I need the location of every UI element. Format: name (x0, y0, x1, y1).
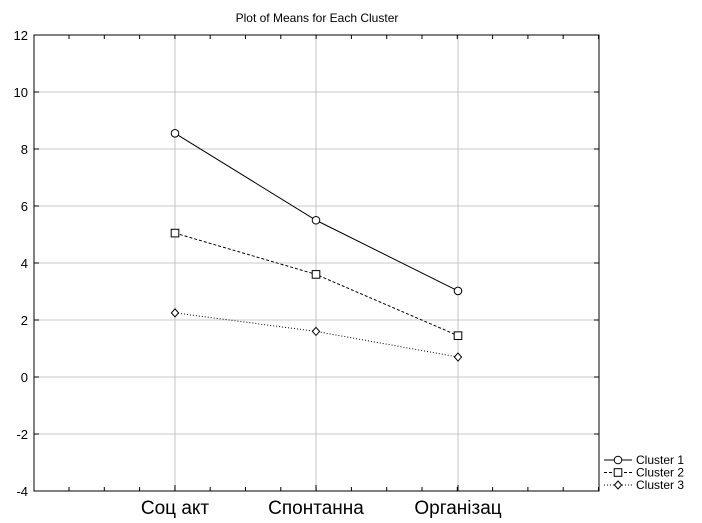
data-point (311, 215, 321, 225)
data-point (453, 352, 463, 362)
legend-marker (613, 455, 623, 465)
x-tick-label: Соц акт (141, 498, 210, 519)
data-point (170, 228, 180, 238)
y-tick-label: 0 (21, 370, 28, 385)
y-tick-label: 4 (21, 256, 28, 271)
y-tick-label: 10 (14, 85, 28, 100)
y-tick-label: -2 (16, 427, 28, 442)
series-3 (170, 308, 463, 362)
legend-label: Cluster 1 (636, 453, 684, 467)
legend-label: Cluster 3 (636, 478, 684, 492)
legend-marker (613, 468, 623, 477)
data-point (453, 331, 463, 340)
data-point (170, 129, 180, 138)
chart-title: Plot of Means for Each Cluster (236, 11, 399, 25)
grid (34, 35, 599, 491)
axes: -4 -2 0 2 4 6 8 10 12 Соц акт Спонтанна Організац (14, 28, 599, 519)
y-tick-label: -4 (16, 484, 28, 499)
legend-item-3: Cluster 3 (604, 478, 684, 492)
legend-item-2: Cluster 2 (604, 466, 684, 480)
y-tick-label: 6 (21, 199, 28, 214)
series-2 (170, 228, 463, 340)
series (170, 129, 463, 362)
y-tick-label: 8 (21, 142, 28, 157)
legend-label: Cluster 2 (636, 466, 684, 480)
data-point (453, 286, 463, 296)
x-tick-label: Організац (414, 498, 501, 519)
y-tick-label: 12 (14, 28, 28, 43)
data-point (311, 326, 321, 337)
legend-marker (613, 480, 623, 490)
series-line (174, 132, 459, 292)
data-point (170, 308, 180, 318)
y-tick-label: 2 (21, 313, 28, 328)
data-point (311, 270, 321, 279)
x-tick-label: Спонтанна (268, 498, 364, 519)
legend-item-1: Cluster 1 (604, 453, 684, 467)
series-1 (170, 129, 463, 296)
